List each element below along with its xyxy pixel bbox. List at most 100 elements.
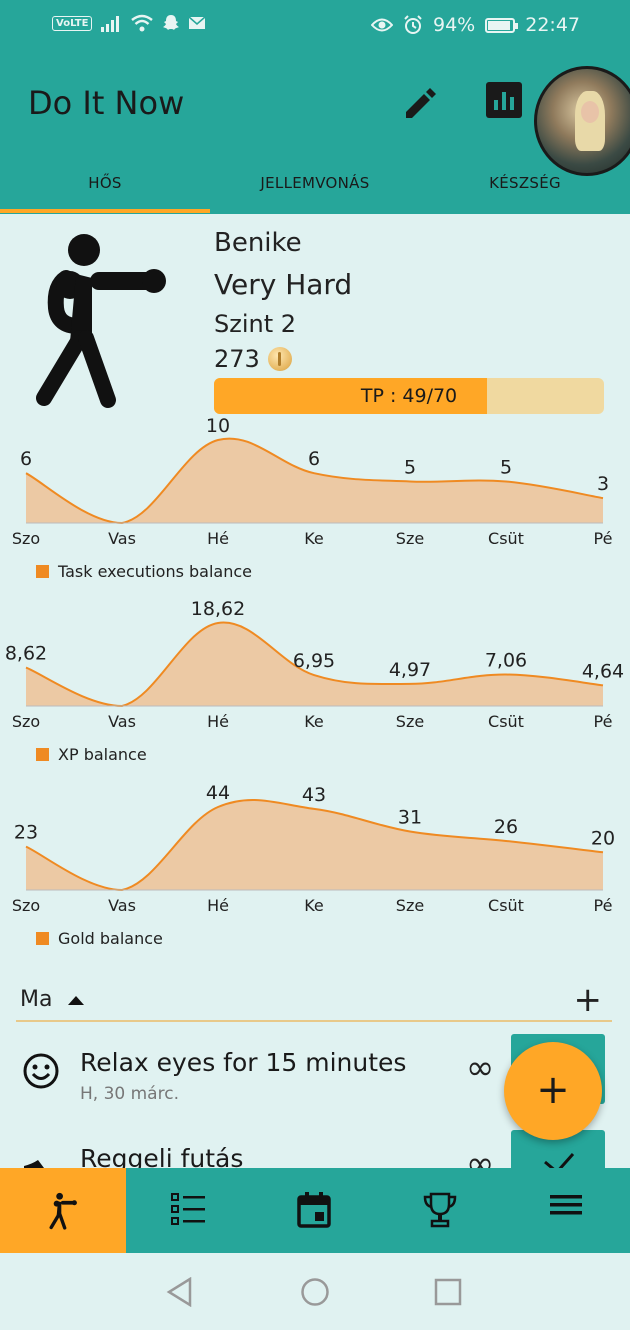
coin-icon	[267, 347, 292, 371]
today-label: Ma	[20, 987, 53, 1012]
legend-label: Gold balance	[58, 929, 163, 948]
tick-label: Ke	[304, 712, 324, 731]
legend-swatch	[36, 565, 49, 578]
stats-icon[interactable]	[486, 82, 522, 118]
tick-label: Pé	[594, 529, 613, 548]
tick-label: Vas	[108, 529, 136, 548]
volte-icon: VoLTE	[52, 15, 93, 31]
tab-traits[interactable]: JELLEMVONÁS	[260, 174, 370, 192]
chart-area	[26, 799, 603, 890]
battery-icon	[485, 17, 519, 33]
data-label: 5	[404, 457, 416, 479]
task-title: Relax eyes for 15 minutes	[80, 1048, 407, 1077]
data-label: 4,97	[389, 659, 431, 681]
nav-menu[interactable]	[504, 1168, 630, 1253]
tick-label: Szo	[12, 712, 40, 731]
legend-gold: Gold balance	[36, 929, 163, 948]
data-label: 10	[206, 415, 230, 437]
tick-label: Sze	[396, 896, 424, 915]
tick-label: Vas	[108, 896, 136, 915]
task-date: H, 30 márc.	[80, 1084, 179, 1104]
status-bar: VoLTE 94% 22:47	[0, 0, 630, 56]
tab-indicator	[0, 209, 210, 213]
wifi-icon	[131, 14, 154, 32]
tick-label: Csüt	[488, 712, 524, 731]
back-icon[interactable]	[166, 1277, 194, 1307]
data-label: 18,62	[191, 598, 245, 620]
boxer-figure-icon	[36, 234, 166, 408]
nav-tasks[interactable]	[126, 1168, 252, 1253]
divider	[16, 1020, 612, 1022]
bottom-nav	[0, 1168, 630, 1253]
tick-label: Sze	[396, 529, 424, 548]
eye-icon	[371, 18, 393, 32]
tp-text: TP : 49/70	[360, 385, 458, 407]
tick-label: Csüt	[488, 896, 524, 915]
nav-achievements[interactable]	[378, 1168, 504, 1253]
tab-hero[interactable]: HŐS	[88, 174, 122, 192]
add-task-button[interactable]: +	[573, 980, 603, 1020]
app-bar: Do It Now HŐS JELLEMVONÁS KÉSZSÉG	[0, 56, 630, 214]
hero-gold: 273	[214, 345, 292, 373]
data-label: 8,62	[5, 643, 47, 665]
avatar[interactable]	[534, 66, 630, 176]
chart-area	[26, 438, 603, 523]
data-label: 23	[14, 822, 38, 844]
signal-icon	[101, 16, 120, 32]
tab-bar: HŐS JELLEMVONÁS KÉSZSÉG	[0, 156, 630, 214]
data-label: 5	[500, 457, 512, 479]
data-label: 44	[206, 782, 230, 804]
edit-icon[interactable]	[400, 82, 440, 122]
smiley-icon	[23, 1053, 59, 1089]
nav-calendar[interactable]	[252, 1168, 378, 1253]
tick-label: Pé	[594, 712, 613, 731]
data-label: 43	[302, 784, 326, 806]
tick-label: Vas	[108, 712, 136, 731]
chart-xp: 8,62 18,62 6,95 4,97 7,06 4,64 Szo Vas Hé Ke Sze Cs…	[0, 593, 630, 733]
collapse-caret-icon[interactable]	[68, 996, 84, 1005]
legend-swatch	[36, 932, 49, 945]
chart-area	[26, 622, 603, 706]
data-label: 31	[398, 807, 422, 829]
system-nav-bar	[0, 1253, 630, 1330]
chart-gold: 23 44 43 31 26 20 Szo Vas Hé Ke Sze Csüt Pé	[0, 777, 630, 917]
tab-skills[interactable]: KÉSZSÉG	[489, 174, 561, 192]
nav-hero[interactable]	[0, 1168, 126, 1253]
tasks-list-icon	[171, 1193, 205, 1225]
data-label: 26	[494, 816, 518, 838]
status-right-icons: 94% 22:47	[371, 14, 580, 36]
tick-label: Sze	[396, 712, 424, 731]
alarm-icon	[404, 15, 422, 34]
tick-label: Hé	[207, 529, 229, 548]
snapchat-icon	[163, 15, 180, 30]
home-icon[interactable]	[300, 1277, 330, 1307]
mail-icon	[188, 16, 206, 29]
tp-progress-bar: TP : 49/70	[214, 378, 604, 414]
hero-icon	[49, 1192, 77, 1230]
today-header: Ma +	[20, 980, 610, 1021]
tick-label: Szo	[12, 896, 40, 915]
data-label: 6	[20, 448, 32, 470]
menu-icon	[550, 1195, 582, 1215]
hero-level: Szint 2	[214, 310, 297, 338]
legend-label: XP balance	[58, 745, 147, 764]
tick-label: Hé	[207, 712, 229, 731]
data-label: 6	[308, 448, 320, 470]
data-label: 7,06	[485, 650, 527, 672]
repeat-infinite-icon: ∞	[466, 1048, 495, 1088]
hero-difficulty: Very Hard	[214, 268, 353, 301]
hero-name: Benike	[214, 228, 302, 258]
clock: 22:47	[525, 14, 580, 36]
data-label: 6,95	[293, 650, 335, 672]
legend-label: Task executions balance	[58, 562, 252, 581]
chart-task-executions: 6 10 6 5 5 3 Szo Vas Hé Ke Sze Csüt Pé	[0, 410, 630, 550]
data-label: 3	[597, 473, 609, 495]
data-label: 20	[591, 827, 615, 849]
add-fab-button[interactable]: +	[504, 1042, 602, 1140]
tp-progress-fill	[214, 378, 487, 414]
recents-icon[interactable]	[434, 1277, 462, 1307]
tick-label: Hé	[207, 896, 229, 915]
calendar-icon	[297, 1192, 331, 1228]
legend-xp: XP balance	[36, 745, 147, 764]
tick-label: Szo	[12, 529, 40, 548]
